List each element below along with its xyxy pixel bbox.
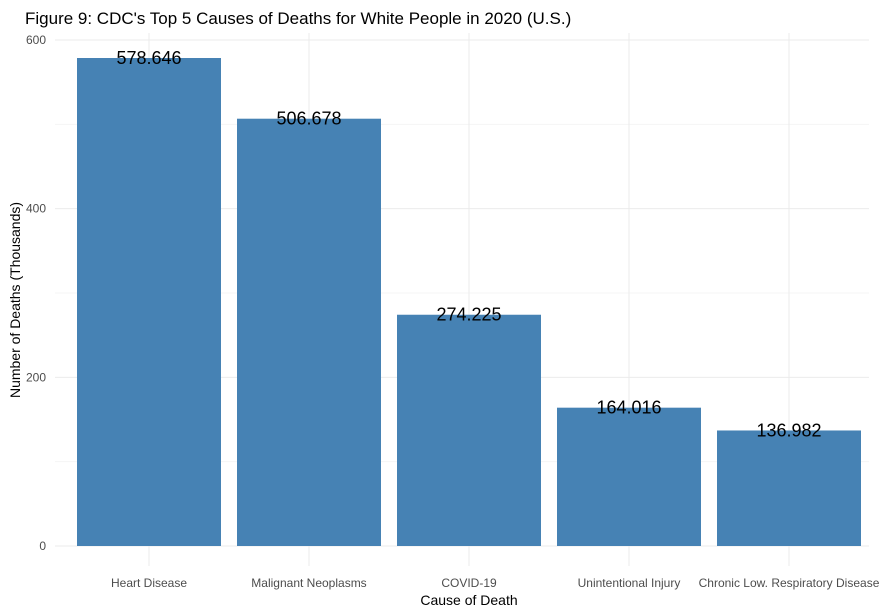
bar	[77, 58, 221, 546]
bar	[397, 314, 541, 546]
data-label: 506.678	[276, 109, 341, 129]
bar	[557, 407, 701, 546]
data-label: 274.225	[436, 305, 501, 325]
data-labels-layer: 578.646 506.678 274.225 164.016 136.982	[116, 48, 821, 440]
x-tick-labels: Heart Disease Malignant Neoplasms COVID-19…	[111, 576, 880, 590]
x-tick-label: Malignant Neoplasms	[251, 576, 366, 590]
x-tick-label: Chronic Low. Respiratory Disease	[699, 576, 880, 590]
y-tick-label: 0	[39, 539, 46, 553]
chart-title: Figure 9: CDC's Top 5 Causes of Deaths f…	[25, 9, 571, 28]
bars-layer	[77, 58, 861, 547]
data-label: 164.016	[596, 398, 661, 418]
data-label: 136.982	[756, 420, 821, 440]
x-axis-title: Cause of Death	[420, 592, 517, 608]
y-tick-label: 600	[26, 33, 46, 47]
y-tick-label: 200	[26, 370, 46, 384]
x-tick-label: COVID-19	[441, 576, 497, 590]
y-tick-labels: 0 200 400 600	[26, 33, 46, 553]
y-tick-label: 400	[26, 202, 46, 216]
data-label: 578.646	[116, 48, 181, 68]
bar	[237, 118, 381, 547]
bar	[717, 430, 861, 546]
x-tick-label: Heart Disease	[111, 576, 187, 590]
y-axis-title: Number of Deaths (Thousands)	[7, 202, 23, 398]
x-tick-label: Unintentional Injury	[578, 576, 681, 590]
